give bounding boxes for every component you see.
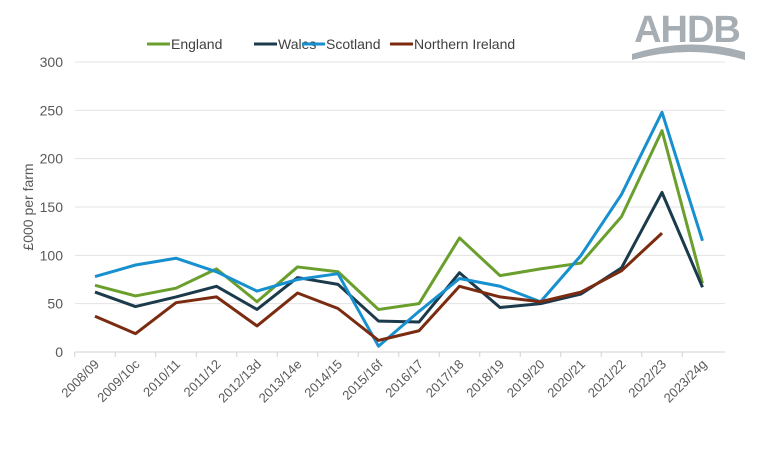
x-tick-label: 2013/14e [256, 357, 305, 406]
x-tick-label: 2019/20 [504, 357, 548, 401]
x-tick-label: 2018/19 [463, 357, 507, 401]
y-tick-label: 200 [40, 151, 64, 167]
series-line-scotland [94, 110, 704, 348]
legend-label: Scotland [326, 36, 380, 52]
logo-text: AHDB [634, 9, 740, 51]
legend-label: Northern Ireland [414, 36, 515, 52]
legend-label: England [171, 36, 222, 52]
x-tick-label: 2015/16f [339, 356, 386, 403]
y-tick-label: 0 [55, 344, 63, 360]
y-tick-label: 100 [40, 247, 64, 263]
x-tick-label: 2016/17 [382, 357, 426, 401]
legend-label: Wales [278, 36, 316, 52]
logo-swoosh [632, 44, 745, 60]
y-tick-label: 150 [40, 199, 64, 215]
x-tick-label: 2017/18 [423, 357, 467, 401]
series-line-england [94, 129, 704, 311]
y-tick-label: 50 [47, 296, 63, 312]
x-tick-label: 2010/11 [140, 357, 183, 400]
x-tick-label: 2021/22 [585, 357, 629, 401]
y-axis-label: £000 per farm [20, 163, 36, 250]
y-tick-label: 300 [40, 54, 64, 70]
x-tick-label: 2009/10c [94, 356, 143, 405]
x-tick-label: 2012/13d [215, 357, 264, 406]
x-tick-label: 2023/24g [661, 357, 710, 406]
series-line-northern-ireland [94, 232, 664, 342]
x-tick-label: 2020/21 [544, 357, 588, 401]
ahdb-logo: AHDB [632, 9, 745, 60]
y-tick-label: 250 [40, 102, 64, 118]
x-tick-label: 2014/15 [301, 357, 345, 401]
